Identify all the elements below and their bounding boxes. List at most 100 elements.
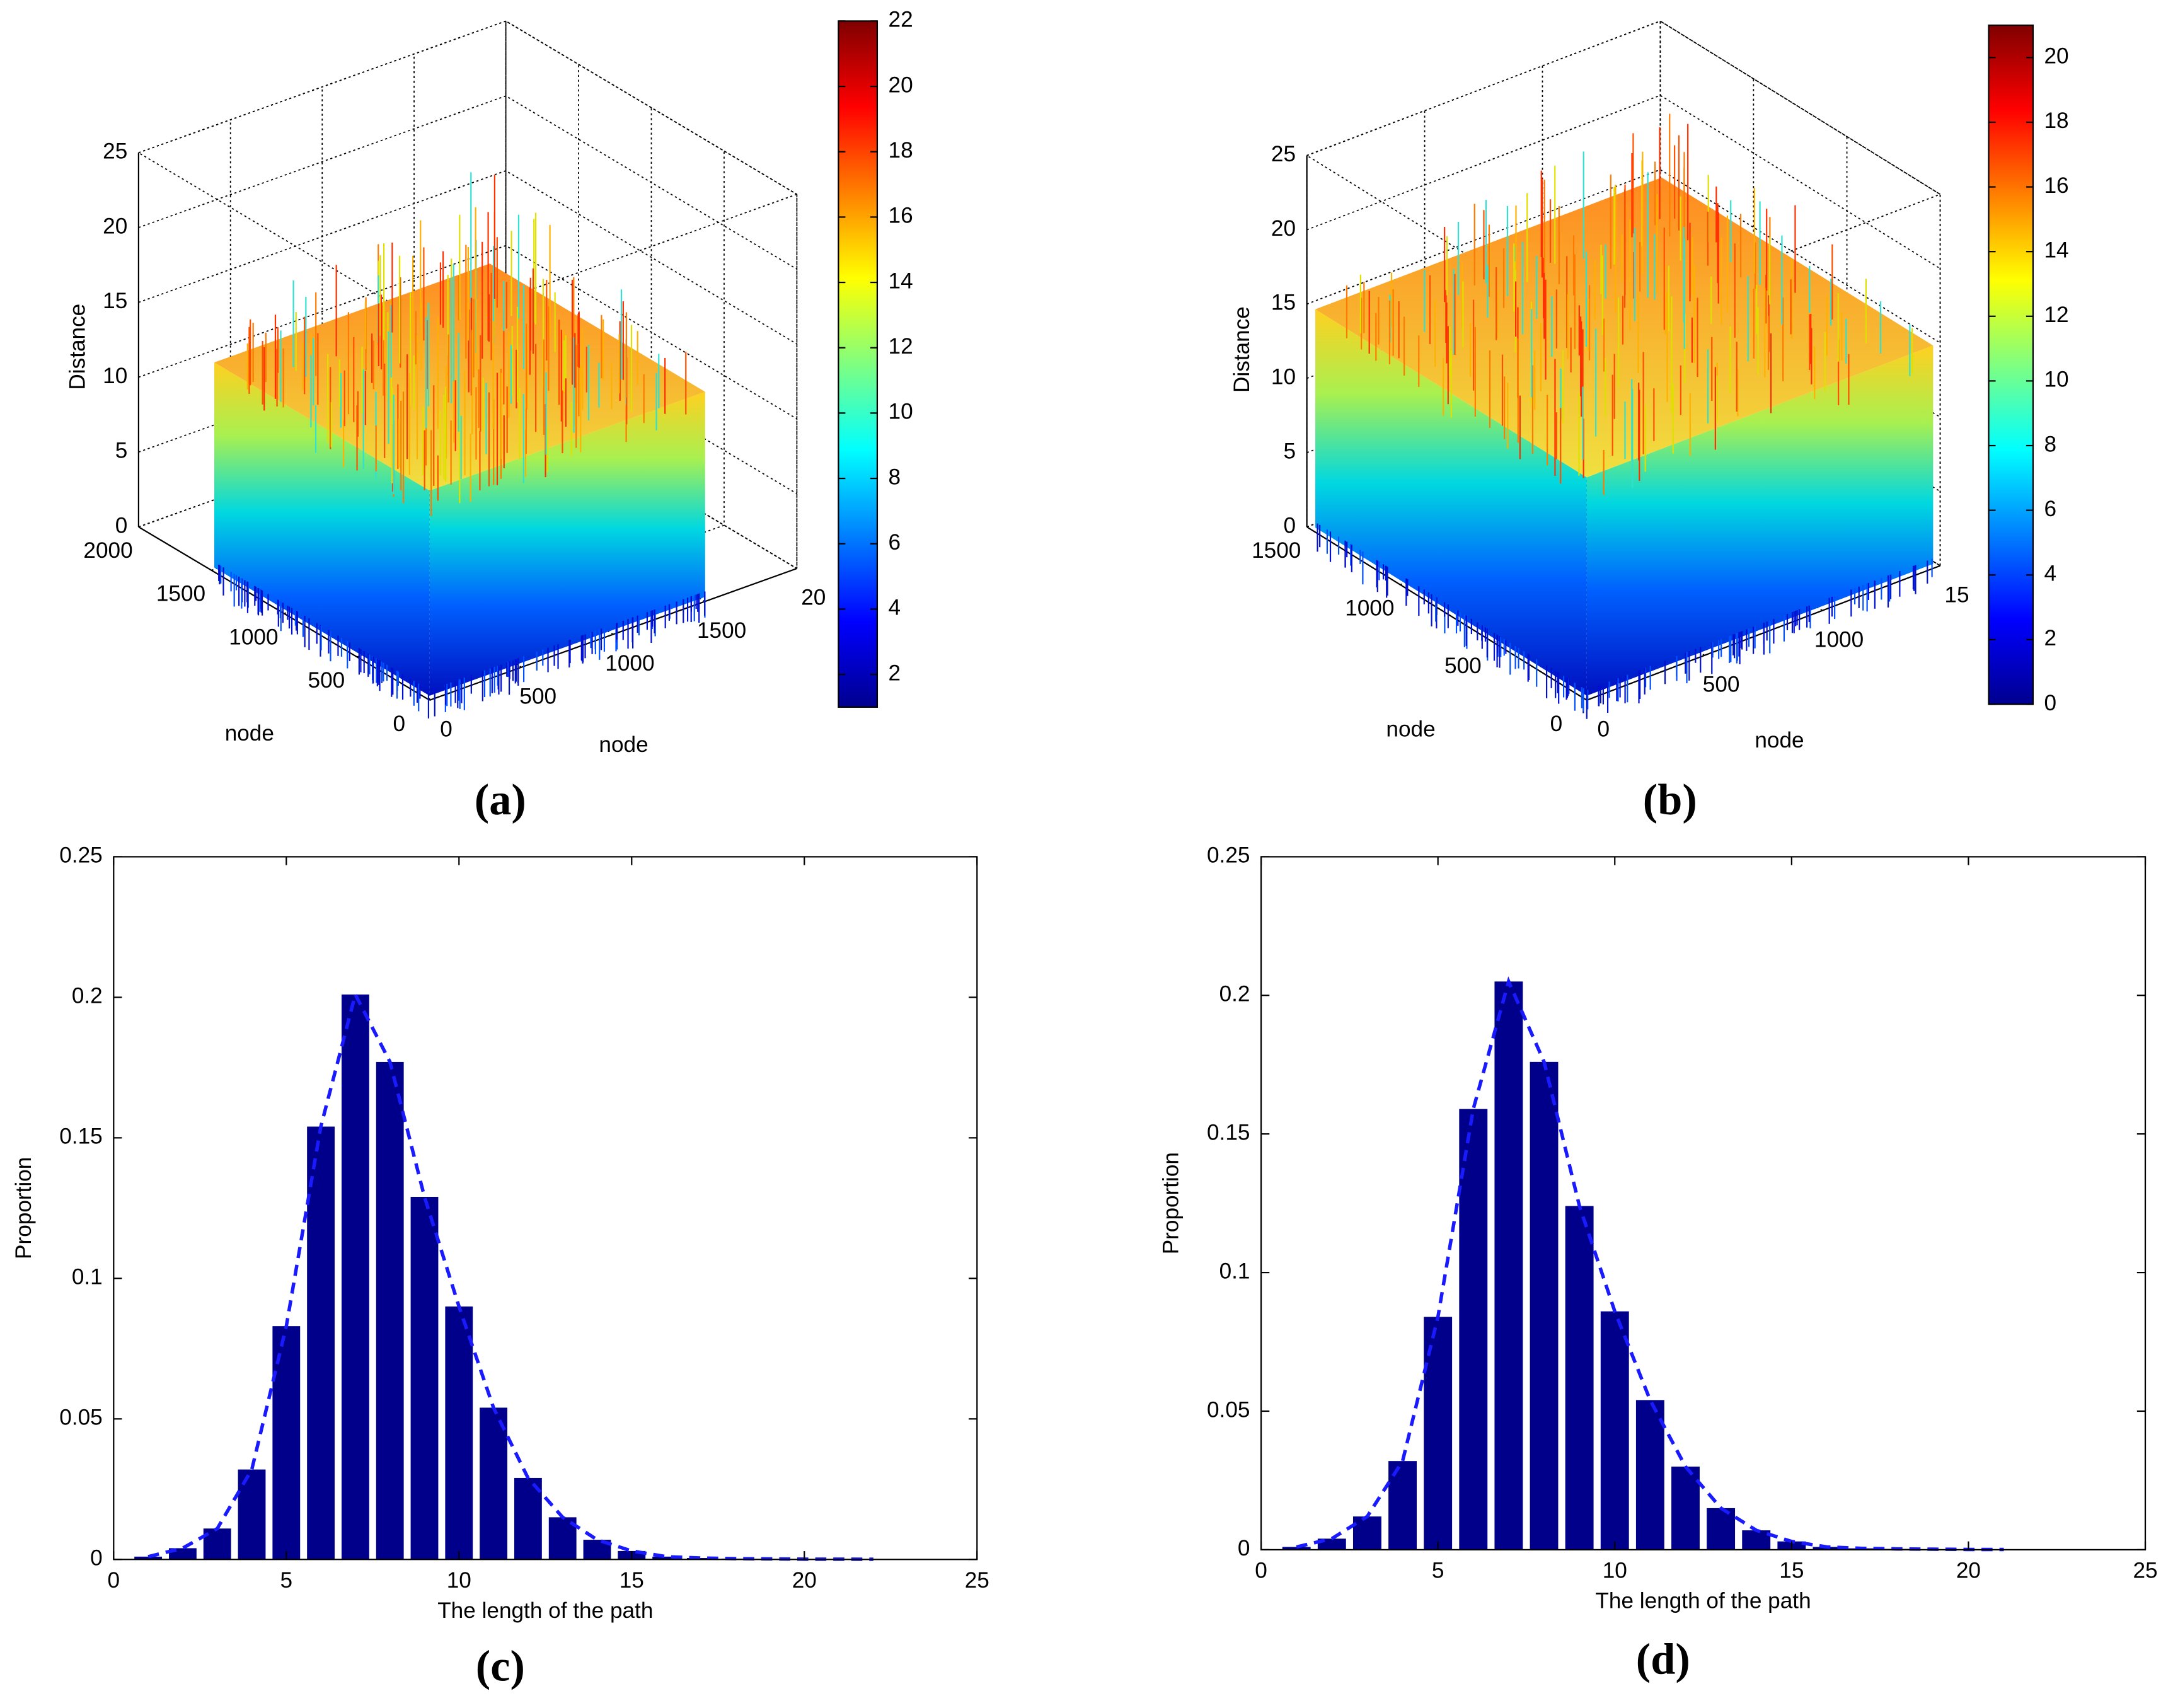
colorbar-label: 10 — [889, 400, 913, 424]
bar — [1494, 981, 1523, 1550]
y-tick-label: 0.1 — [72, 1265, 103, 1290]
caption: (c) — [476, 1641, 525, 1690]
y-tick-label: 0.2 — [1219, 982, 1250, 1007]
x-tick-label: 1500 — [156, 582, 205, 606]
z-tick-label: 25 — [1271, 142, 1296, 166]
colorbar-label: 14 — [2044, 238, 2068, 262]
x-tick-label: 0 — [1255, 1558, 1267, 1583]
bar — [134, 1556, 163, 1560]
x-axis-label: The length of the path — [437, 1598, 653, 1623]
colorbar-label: 6 — [2044, 497, 2056, 521]
surface — [1315, 309, 1587, 696]
x-axis-label: node — [225, 721, 274, 746]
x-tick-label: 15 — [1779, 1558, 1804, 1583]
x-tick-label: 20 — [1956, 1558, 1981, 1583]
y-tick-label: 1000 — [1814, 627, 1864, 652]
colorbar-label: 12 — [2044, 303, 2068, 327]
y-tick-label: 0.05 — [59, 1405, 102, 1430]
caption: (a) — [475, 775, 526, 824]
bar — [1707, 1508, 1736, 1550]
surface — [1315, 177, 1934, 478]
colorbar-label: 8 — [2044, 432, 2056, 456]
axis-line — [1306, 526, 1588, 701]
x-tick-label: 25 — [965, 1568, 989, 1593]
bar — [272, 1326, 301, 1560]
bar — [514, 1477, 542, 1560]
x-tick-label: 1000 — [229, 625, 278, 649]
y-tick-label: 0.25 — [1207, 843, 1250, 868]
x-tick-label: 500 — [1444, 654, 1482, 678]
grid-line — [1306, 20, 1941, 195]
colorbar — [1988, 24, 2034, 705]
colorbar-label: 20 — [889, 72, 913, 97]
x-tick-label: 10 — [447, 1568, 471, 1593]
bar — [410, 1197, 439, 1560]
x-tick-label: 5 — [280, 1568, 293, 1593]
bar — [1530, 1061, 1559, 1550]
caption: (d) — [1636, 1634, 1690, 1683]
z-tick-label: 10 — [1271, 365, 1296, 389]
colorbar-label: 16 — [2044, 173, 2068, 198]
y-tick-label: 500 — [519, 684, 556, 708]
z-tick-label: 5 — [115, 439, 128, 463]
plot-frame — [113, 856, 978, 1561]
bar — [376, 1061, 404, 1560]
grid-line — [138, 95, 797, 270]
z-tick-label: 15 — [103, 289, 127, 313]
z-tick-label: 20 — [103, 214, 127, 238]
z-tick-label: 0 — [1283, 513, 1296, 538]
plot-frame — [1260, 856, 2147, 1550]
y-axis-label: Proportion — [11, 1157, 36, 1259]
z-axis-label: Distance — [66, 304, 90, 390]
colorbar-label: 2 — [889, 661, 901, 685]
colorbar-label: 4 — [889, 596, 901, 620]
bar — [341, 994, 369, 1560]
y-axis-label: node — [1755, 728, 1804, 753]
bar — [1459, 1109, 1488, 1550]
surface — [429, 391, 705, 696]
y-tick-label: 0 — [1238, 1536, 1250, 1561]
surface — [1586, 345, 1934, 696]
colorbar-label: 6 — [889, 530, 901, 555]
bar — [445, 1306, 473, 1560]
y-tick-label: 0.05 — [1207, 1397, 1250, 1422]
colorbar-label: 10 — [2044, 367, 2068, 392]
colorbar-label: 4 — [2044, 562, 2056, 586]
y-tick-label: 1500 — [697, 618, 746, 643]
bar — [307, 1126, 335, 1560]
colorbar-label: 18 — [2044, 108, 2068, 133]
bar — [1600, 1311, 1629, 1550]
colorbar-label: 22 — [889, 8, 913, 32]
colorbar-label: 14 — [889, 268, 913, 293]
y-tick-label: 0 — [1597, 717, 1610, 742]
z-tick-label: 0 — [115, 513, 128, 538]
z-tick-label: 10 — [103, 364, 127, 388]
bar — [480, 1407, 508, 1560]
x-tick-label: 0 — [108, 1568, 120, 1593]
y-tick-label: 0.15 — [59, 1124, 102, 1149]
y-tick-label: 0.15 — [1207, 1120, 1250, 1145]
bar — [686, 1558, 715, 1560]
colorbar-label: 20 — [2044, 44, 2068, 69]
bar — [1671, 1466, 1700, 1550]
colorbar — [838, 20, 879, 708]
colorbar-label: 2 — [2044, 626, 2056, 650]
colorbar-label: 8 — [889, 465, 901, 489]
colorbar-label: 16 — [889, 204, 913, 228]
x-tick-label: 1000 — [1345, 596, 1394, 621]
bar — [652, 1556, 681, 1560]
z-tick-label: 25 — [103, 139, 127, 164]
z-tick-label: 5 — [1283, 439, 1296, 463]
x-tick-label: 2000 — [83, 538, 132, 563]
y-tick-label: 0 — [90, 1546, 103, 1571]
x-tick-label: 25 — [2133, 1558, 2157, 1583]
x-tick-label: 20 — [792, 1568, 817, 1593]
colorbar-label: 0 — [2044, 691, 2056, 715]
box-edge — [1659, 20, 1941, 195]
y-axis-label: Proportion — [1159, 1152, 1184, 1254]
bar — [1352, 1516, 1381, 1550]
colorbar-label: 18 — [889, 138, 913, 163]
x-tick-label: 0 — [1550, 712, 1563, 736]
